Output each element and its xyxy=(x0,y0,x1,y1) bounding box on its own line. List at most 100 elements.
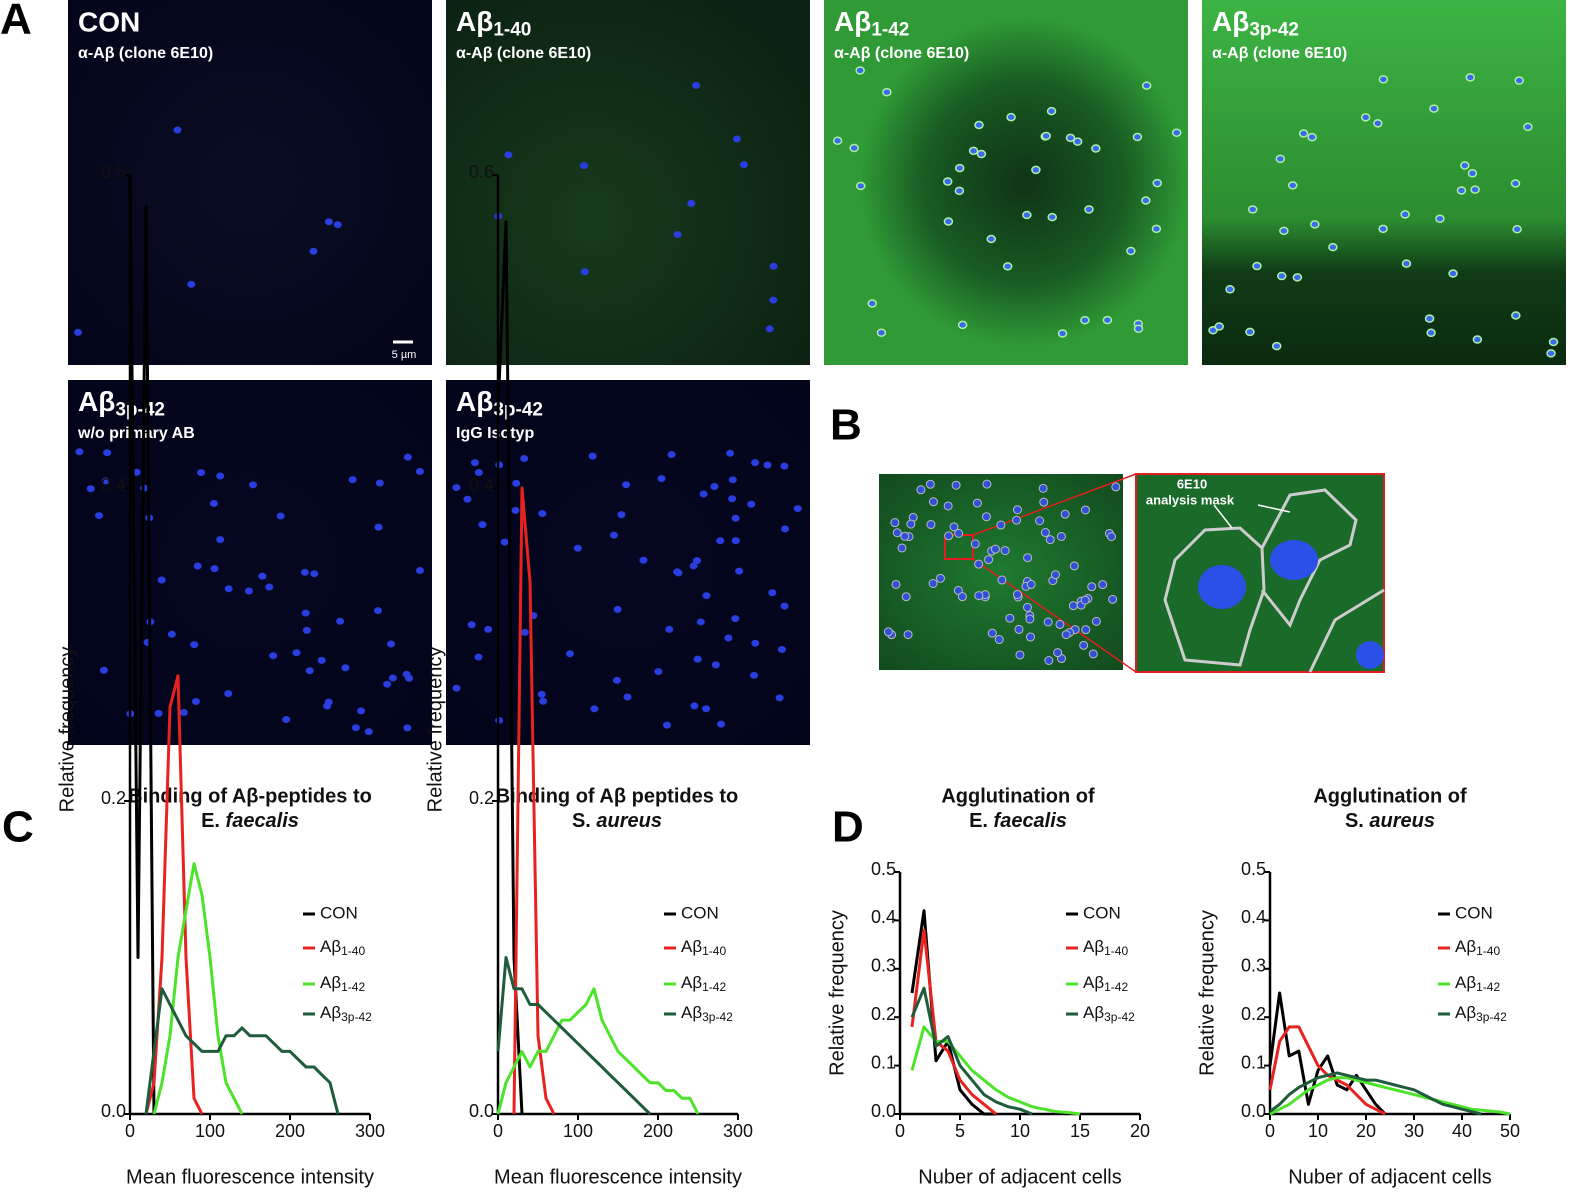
cell xyxy=(1252,261,1262,271)
cell xyxy=(357,707,366,715)
cell xyxy=(415,566,424,574)
cell xyxy=(1271,341,1282,351)
cell xyxy=(663,721,672,729)
cell xyxy=(1214,322,1224,331)
cell xyxy=(693,655,702,663)
chart-title: Agglutination of xyxy=(1313,785,1467,807)
x-tick-label: 200 xyxy=(275,1121,305,1141)
legend-label: Aβ1-42 xyxy=(1455,973,1500,994)
cell xyxy=(747,500,756,508)
cell xyxy=(157,576,166,584)
cell xyxy=(716,537,725,545)
cell xyxy=(1038,483,1048,493)
cell xyxy=(1133,324,1144,333)
cell xyxy=(702,592,711,600)
cell xyxy=(1275,154,1286,164)
cell xyxy=(224,585,233,593)
cell xyxy=(1012,505,1022,515)
cell xyxy=(613,605,622,613)
cell xyxy=(1310,220,1320,229)
cell xyxy=(1080,315,1090,325)
cell xyxy=(1378,75,1389,84)
legend-label: CON xyxy=(1083,903,1121,922)
x-tick-label: 0 xyxy=(125,1121,135,1141)
cell xyxy=(1025,614,1035,624)
image-subtitle: α-Aβ (clone 6E10) xyxy=(834,45,969,62)
cell xyxy=(191,698,200,706)
cell xyxy=(1378,224,1388,234)
x-axis-label: Nuber of adjacent cells xyxy=(918,1166,1121,1188)
cell xyxy=(539,697,548,705)
y-tick-label: 0.5 xyxy=(871,859,896,879)
cell xyxy=(317,656,326,664)
cell xyxy=(474,469,483,477)
image-title: Aβ3p-42 xyxy=(78,386,165,420)
series-line xyxy=(152,862,244,1115)
cell xyxy=(452,484,461,492)
cell xyxy=(1031,165,1041,175)
cell xyxy=(976,149,987,159)
image-subtitle: α-Aβ (clone 6E10) xyxy=(456,45,591,62)
chart-title: Binding of Aβ peptides to xyxy=(496,785,739,807)
cell xyxy=(951,480,961,490)
cell xyxy=(258,572,267,580)
cell xyxy=(1288,181,1298,190)
cell xyxy=(512,479,521,487)
cell xyxy=(855,181,866,191)
cell xyxy=(1523,122,1533,132)
series-line xyxy=(496,220,524,1115)
x-axis-label: Nuber of adjacent cells xyxy=(1288,1166,1491,1188)
cell xyxy=(1040,528,1050,538)
cell xyxy=(1126,246,1136,256)
cell xyxy=(781,525,790,533)
cell xyxy=(590,705,599,713)
cell xyxy=(970,539,980,549)
cell xyxy=(968,146,979,156)
y-axis-label: Relative frequency xyxy=(424,647,446,813)
cell xyxy=(573,544,582,552)
cell xyxy=(867,299,877,308)
cell xyxy=(520,454,529,462)
cell xyxy=(1435,214,1445,223)
cell xyxy=(696,618,705,626)
cell xyxy=(916,485,926,495)
cell xyxy=(1152,178,1162,188)
y-axis-label: Relative frequency xyxy=(56,647,78,813)
cell xyxy=(1039,497,1049,507)
scale-label: 5 µm xyxy=(392,349,417,361)
cell xyxy=(383,680,392,688)
cell xyxy=(484,625,493,633)
cell xyxy=(926,520,936,530)
cell xyxy=(702,705,711,713)
cell xyxy=(1225,285,1235,294)
chart-title: S. aureus xyxy=(1345,810,1435,832)
cell xyxy=(292,649,301,657)
image-title: Aβ3p-42 xyxy=(456,386,543,420)
image-subtitle: IgG Isotyp xyxy=(456,425,534,442)
cell xyxy=(154,709,163,717)
cell xyxy=(1081,625,1091,635)
legend-label: CON xyxy=(320,903,358,922)
cell xyxy=(511,506,520,514)
cell xyxy=(1084,205,1094,214)
cell xyxy=(1014,624,1024,634)
y-tick-label: 0.3 xyxy=(871,956,896,976)
cell xyxy=(623,693,632,701)
micrograph xyxy=(1202,0,1566,365)
x-tick-label: 15 xyxy=(1070,1121,1090,1141)
cell xyxy=(731,615,740,623)
micrograph xyxy=(824,0,1188,365)
cell xyxy=(387,640,396,648)
cell xyxy=(906,519,916,529)
cell xyxy=(775,694,784,702)
cell xyxy=(351,724,360,732)
cell xyxy=(657,475,666,483)
cell xyxy=(793,505,802,513)
cell xyxy=(1046,106,1057,116)
cell xyxy=(403,453,412,461)
image-title: CON xyxy=(78,6,140,37)
legend-label: Aβ1-40 xyxy=(1083,937,1128,958)
x-tick-label: 20 xyxy=(1356,1121,1376,1141)
mask-outline xyxy=(1308,588,1385,673)
cell xyxy=(751,459,760,467)
